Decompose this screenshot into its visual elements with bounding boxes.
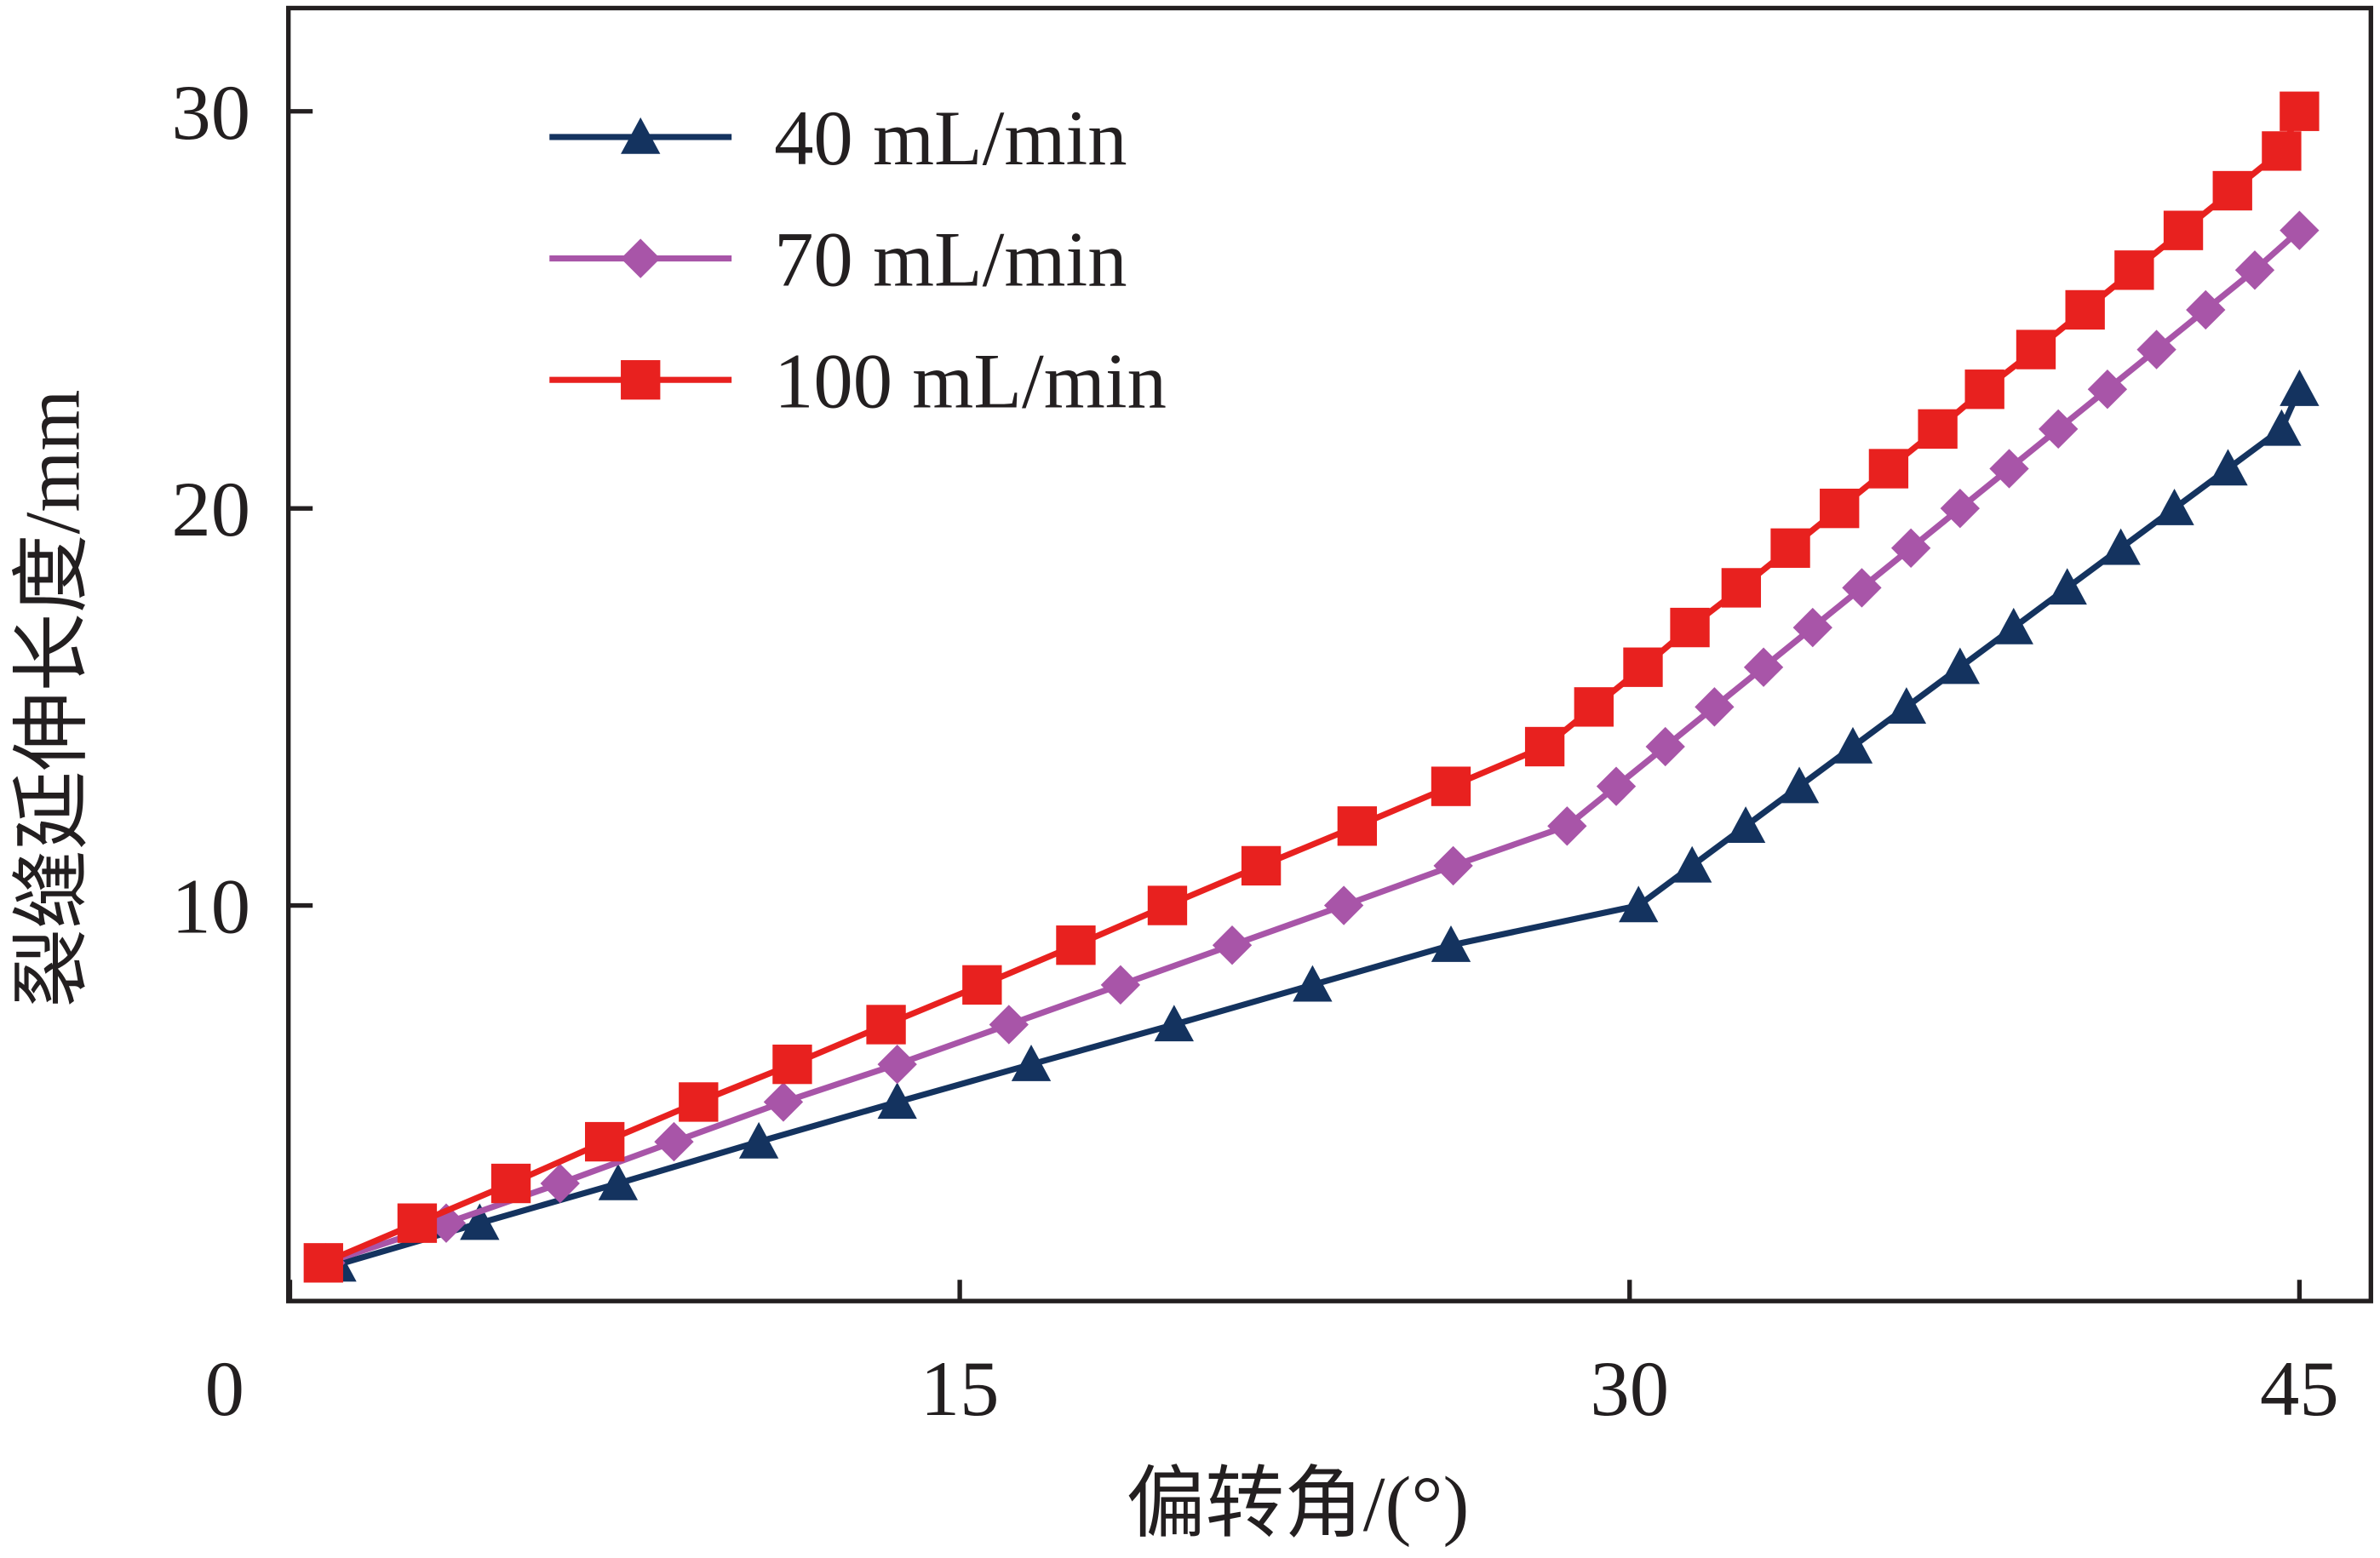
marker bbox=[1989, 449, 2029, 489]
marker bbox=[866, 1005, 906, 1045]
marker bbox=[1212, 925, 1253, 965]
marker bbox=[1725, 806, 1766, 843]
marker bbox=[1574, 687, 1614, 727]
marker bbox=[1993, 607, 2033, 644]
marker bbox=[1890, 528, 1931, 568]
marker bbox=[2047, 568, 2087, 605]
marker bbox=[1918, 409, 1958, 450]
marker bbox=[2234, 250, 2275, 290]
marker bbox=[2212, 170, 2252, 211]
marker bbox=[1619, 885, 1659, 923]
marker bbox=[962, 965, 1002, 1005]
marker bbox=[2208, 449, 2248, 486]
series-line bbox=[322, 110, 2303, 1266]
marker bbox=[1832, 726, 1873, 764]
y-tick-label: 20 bbox=[171, 466, 250, 553]
marker bbox=[2114, 250, 2154, 290]
marker bbox=[654, 1121, 694, 1162]
marker bbox=[2280, 210, 2320, 250]
marker bbox=[989, 1005, 1029, 1045]
marker bbox=[738, 1121, 779, 1159]
marker bbox=[1431, 925, 1471, 962]
y-tick-label: 10 bbox=[171, 863, 250, 951]
legend-label: 100 mL/min bbox=[774, 337, 1167, 425]
legend-label: 40 mL/min bbox=[774, 95, 1127, 182]
marker bbox=[1147, 885, 1188, 925]
marker bbox=[1056, 925, 1096, 965]
x-tick-label: 0 bbox=[205, 1345, 244, 1433]
marker bbox=[2087, 369, 2128, 410]
y-tick-label: 30 bbox=[171, 69, 250, 157]
marker bbox=[1842, 568, 1882, 608]
legend-label: 70 mL/min bbox=[774, 216, 1127, 304]
marker bbox=[1743, 647, 1784, 687]
marker bbox=[1779, 766, 1820, 804]
marker bbox=[598, 1163, 639, 1200]
marker bbox=[1670, 607, 1710, 648]
marker bbox=[2280, 369, 2320, 406]
marker bbox=[1645, 726, 1685, 767]
marker bbox=[1293, 965, 1333, 1002]
marker bbox=[1964, 369, 2004, 410]
marker bbox=[2016, 329, 2056, 369]
marker bbox=[1100, 965, 1141, 1005]
marker bbox=[2262, 131, 2302, 171]
marker bbox=[1672, 845, 1712, 883]
marker bbox=[1770, 528, 1810, 568]
marker bbox=[2262, 409, 2302, 446]
marker bbox=[1940, 647, 1981, 684]
marker bbox=[1792, 607, 1832, 648]
marker bbox=[877, 1082, 917, 1120]
marker bbox=[2136, 329, 2176, 369]
marker bbox=[1820, 488, 1860, 529]
marker bbox=[1323, 885, 1364, 925]
marker bbox=[1241, 845, 1282, 886]
x-tick-label: 15 bbox=[920, 1345, 1000, 1433]
legend-marker bbox=[621, 238, 661, 278]
legend-marker bbox=[621, 360, 661, 400]
y-axis-label: 裂缝延伸长度/mm bbox=[9, 389, 97, 1007]
marker bbox=[1154, 1005, 1195, 1042]
marker bbox=[1596, 766, 1637, 806]
legend-marker bbox=[621, 117, 661, 154]
marker bbox=[397, 1203, 438, 1243]
marker bbox=[303, 1243, 343, 1283]
marker bbox=[1011, 1044, 1052, 1081]
marker bbox=[585, 1121, 625, 1162]
marker bbox=[1886, 687, 1927, 725]
x-tick-label: 45 bbox=[2260, 1345, 2339, 1433]
marker bbox=[1940, 488, 1981, 529]
marker bbox=[1337, 806, 1378, 846]
marker bbox=[1547, 806, 1587, 846]
marker bbox=[1695, 687, 1735, 727]
x-tick-label: 30 bbox=[1590, 1345, 1669, 1433]
marker bbox=[460, 1203, 500, 1240]
marker bbox=[1433, 845, 1473, 886]
marker bbox=[2039, 409, 2079, 450]
x-axis-label: 偏转角/(°) bbox=[1127, 1460, 1470, 1548]
marker bbox=[2065, 289, 2105, 330]
marker bbox=[2280, 91, 2320, 131]
marker bbox=[1721, 568, 1762, 608]
marker bbox=[1431, 766, 1471, 806]
marker bbox=[1524, 726, 1565, 767]
marker bbox=[877, 1044, 917, 1085]
marker bbox=[2163, 210, 2204, 250]
marker bbox=[2154, 488, 2194, 525]
marker bbox=[2101, 528, 2141, 565]
marker bbox=[490, 1163, 531, 1204]
marker bbox=[2186, 289, 2226, 330]
marker bbox=[763, 1082, 804, 1122]
marker bbox=[772, 1044, 812, 1085]
marker bbox=[540, 1163, 580, 1204]
marker bbox=[679, 1082, 719, 1122]
plot-frame bbox=[286, 5, 2373, 1303]
marker bbox=[1623, 647, 1663, 687]
marker bbox=[1868, 449, 1909, 489]
